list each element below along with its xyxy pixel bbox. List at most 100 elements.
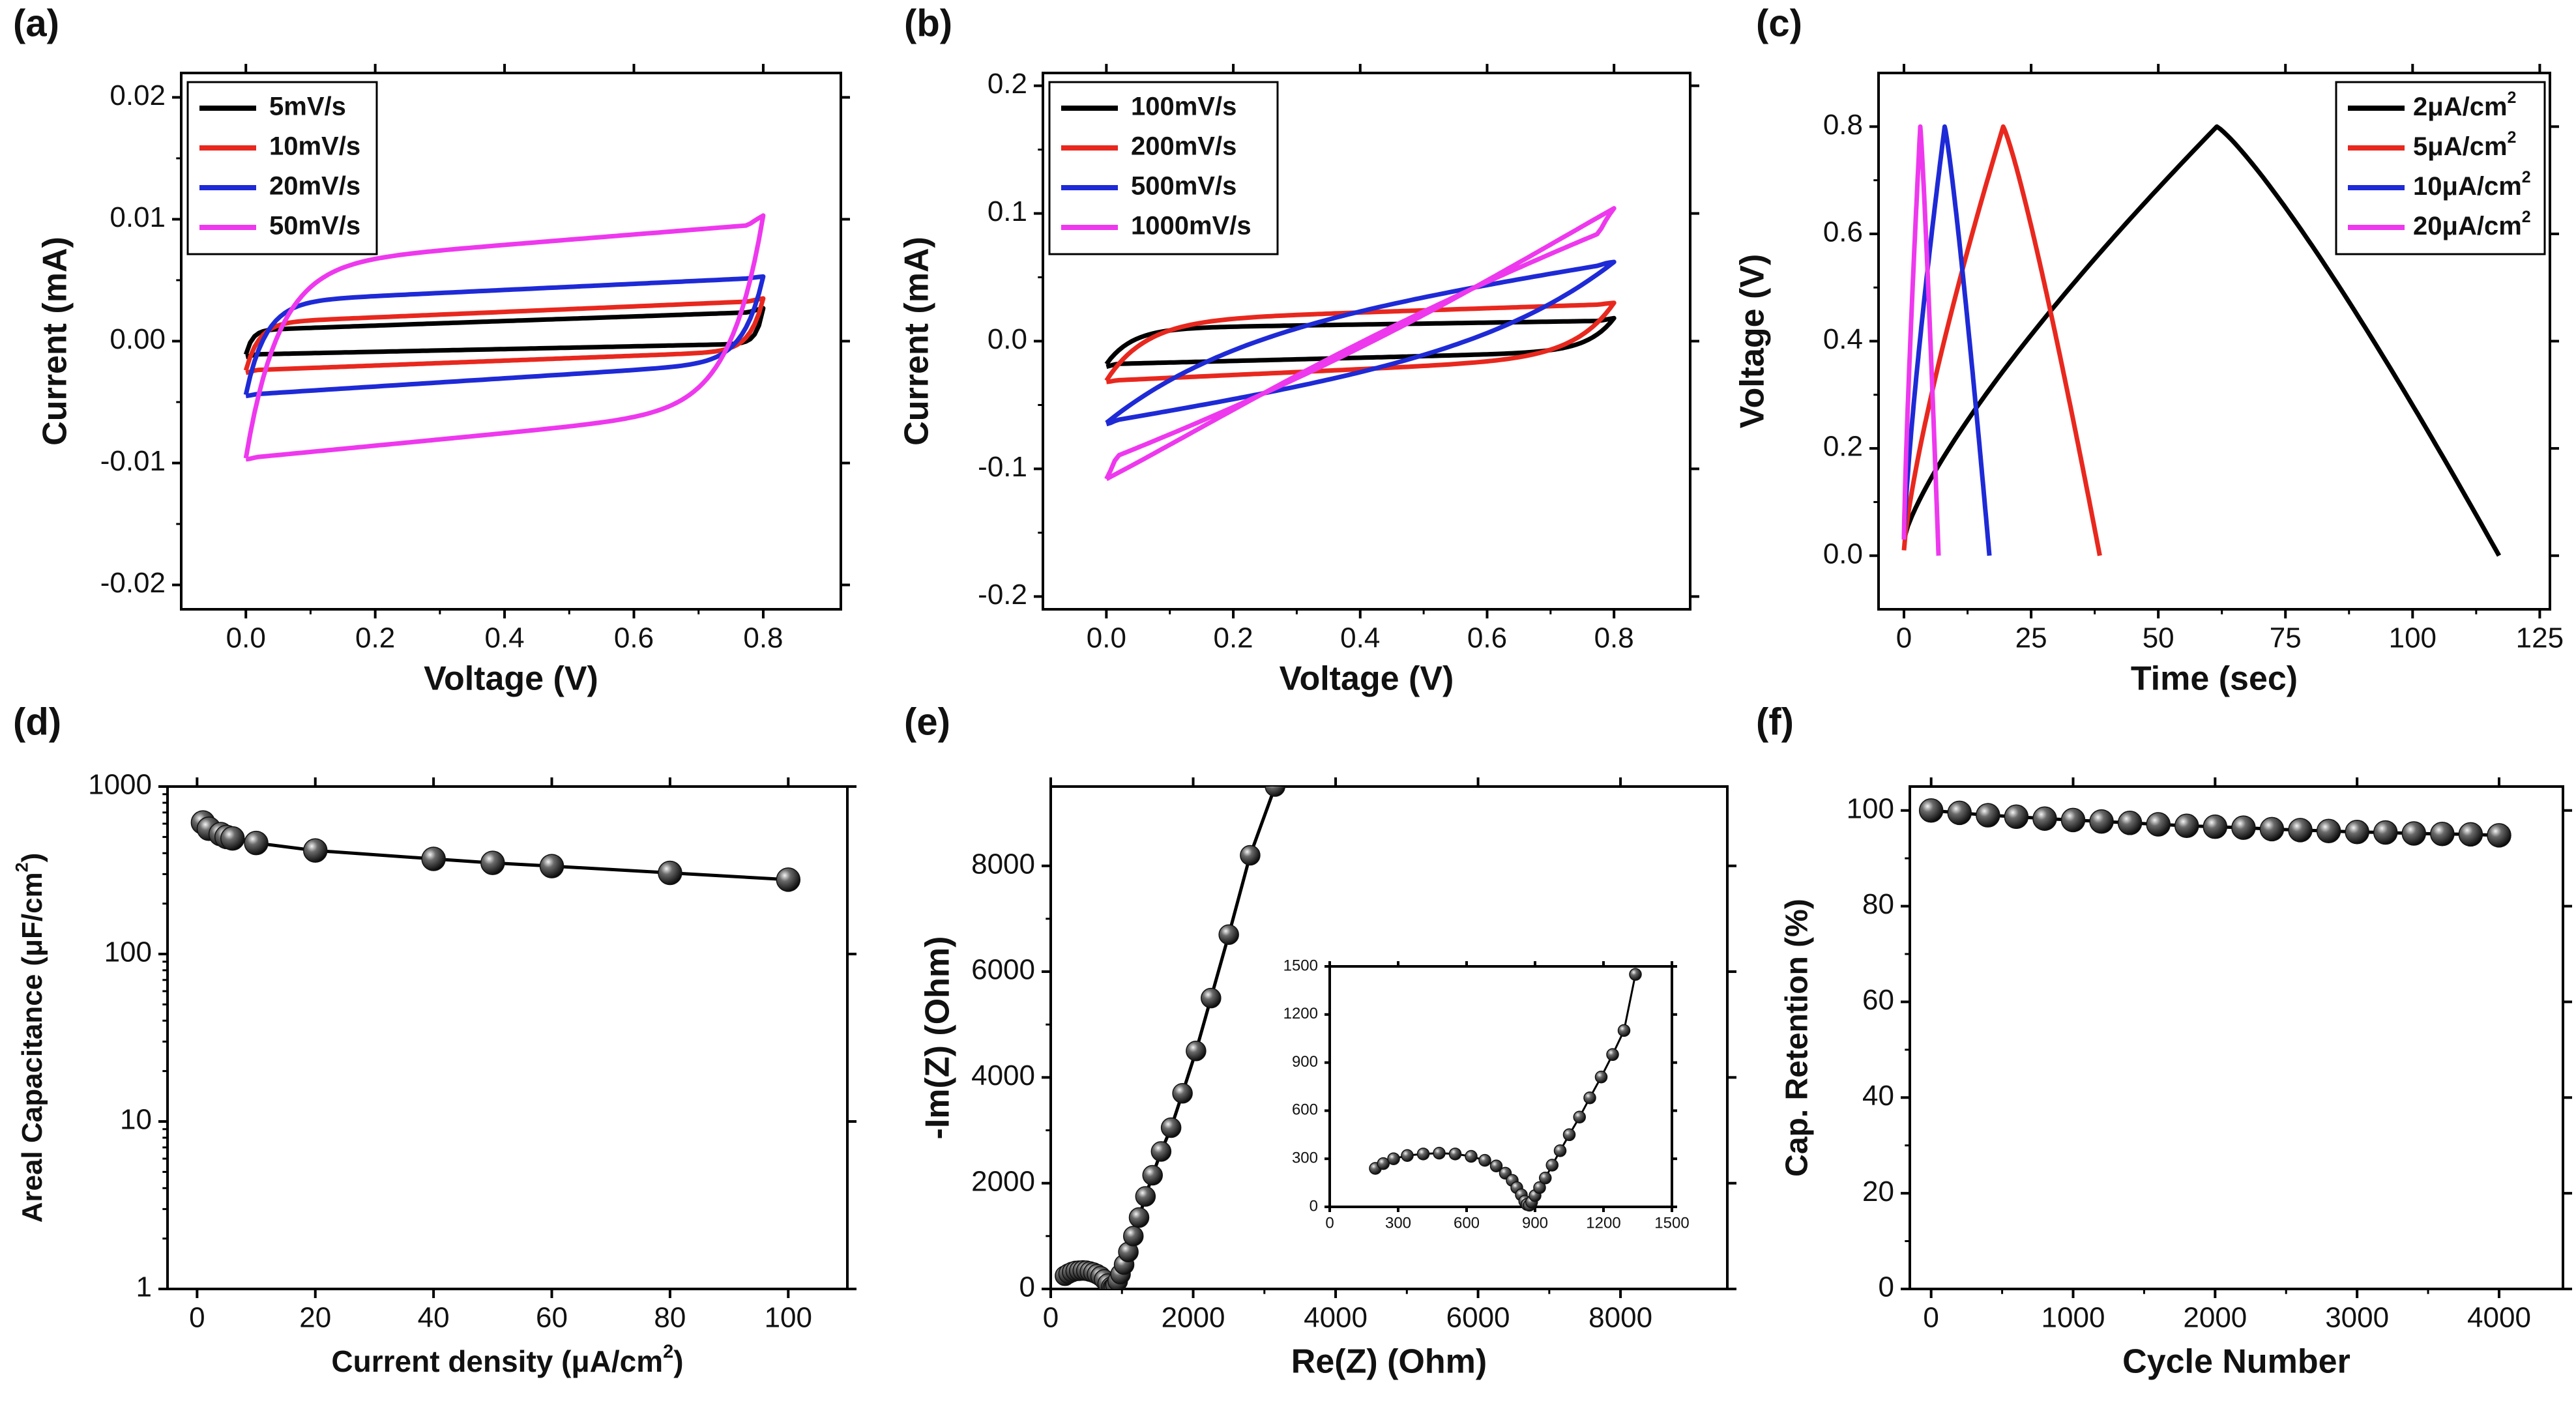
legend-label: 20μA/cm2: [2413, 207, 2531, 240]
inset-data-point: [1617, 1024, 1631, 1037]
x-tick-label: 40: [418, 1302, 450, 1334]
data-point: [2373, 820, 2398, 845]
legend-label: 500mV/s: [1131, 172, 1237, 201]
inset-data-point: [1594, 1070, 1608, 1084]
y-axis-label: Current (mA): [37, 237, 74, 446]
y-tick-label: 1200: [1283, 1005, 1318, 1022]
legend-label: 5μA/cm2: [2413, 128, 2516, 160]
x-tick-label: 0.4: [484, 622, 524, 654]
data-point: [2174, 813, 2199, 838]
panel-label: (e): [904, 701, 950, 743]
x-tick-label: 0.2: [1213, 622, 1253, 654]
series-line: [1901, 124, 2502, 557]
x-tick-label: 1000: [2042, 1302, 2105, 1334]
inset-data-point: [1416, 1148, 1430, 1161]
y-axis-label: Voltage (V): [1734, 254, 1772, 429]
panel-label: (c): [1756, 2, 1802, 44]
y-tick-label: -0.02: [100, 567, 166, 599]
data-point: [2004, 804, 2029, 830]
x-tick-label: 0.2: [355, 622, 395, 654]
data-point: [2231, 815, 2256, 840]
inset-chart: 0 300 600 900 1200 1500 0 300 600 900 1200 1500: [1283, 957, 1690, 1232]
data-point: [1128, 1207, 1150, 1228]
y-axis-label: Areal Capacitance (μF/cm2): [12, 853, 48, 1223]
x-tick-label: 80: [654, 1302, 686, 1334]
x-axis-label: Voltage (V): [424, 660, 598, 698]
data-point: [2487, 823, 2511, 848]
x-tick-label: 8000: [1588, 1302, 1652, 1334]
y-tick-label: 0.02: [110, 80, 166, 111]
inset-data-point: [1533, 1181, 1546, 1194]
x-tick-label: 0.6: [1467, 622, 1507, 654]
data-point: [1135, 1186, 1156, 1207]
data-point: [1186, 1041, 1207, 1062]
data-point: [1201, 987, 1222, 1009]
x-axis-label: Re(Z) (Ohm): [1291, 1343, 1487, 1381]
y-axis-label: Current (mA): [898, 237, 936, 446]
x-axis-label: Current density (μA/cm2): [331, 1341, 683, 1378]
series-line: [1901, 124, 1992, 557]
series-line: [1901, 124, 1941, 556]
y-tick-label: 600: [1292, 1101, 1318, 1119]
series-line: [1104, 315, 1617, 369]
inset-data-point: [1433, 1146, 1446, 1160]
inset-data-point: [1478, 1153, 1491, 1167]
y-tick-label: 100: [1847, 792, 1894, 824]
series-line: [1901, 124, 2102, 557]
data-point: [1947, 800, 1972, 826]
inset-data-point: [1583, 1091, 1596, 1105]
data-point: [2458, 822, 2483, 847]
y-tick-label: 0.00: [110, 323, 166, 355]
x-axis-label: Cycle Number: [2122, 1343, 2350, 1381]
series-line: [1105, 259, 1617, 427]
x-tick-label: 300: [1385, 1214, 1411, 1232]
series-points: [1918, 798, 2511, 848]
data-point: [244, 830, 269, 856]
data-point: [1142, 1164, 1163, 1186]
x-tick-label: 60: [536, 1302, 568, 1334]
y-tick-label: 0.01: [110, 201, 166, 233]
plot-frame: [1049, 785, 1729, 1290]
y-tick-label: 0.6: [1823, 216, 1863, 248]
data-point: [302, 838, 328, 863]
y-tick-label: 1: [136, 1271, 152, 1303]
y-tick-label: -0.2: [978, 579, 1027, 611]
data-point: [1918, 798, 1944, 823]
series-points: [190, 810, 801, 892]
x-tick-label: 50: [2143, 622, 2174, 654]
chart-c: (c) 0 25 50 75 100 125 0.0 0.2 0.4 0.6 0.8 Time (sec…: [1734, 2, 2564, 697]
series-line: [243, 306, 766, 360]
data-point: [2089, 809, 2114, 834]
data-point: [1218, 924, 1239, 945]
y-tick-label: 0.2: [1823, 431, 1863, 463]
legend-label: 10μA/cm2: [2413, 167, 2531, 200]
y-tick-label: 6000: [971, 954, 1035, 986]
x-tick-label: 0: [1923, 1302, 1939, 1334]
inset-data-point: [1606, 1048, 1619, 1062]
chart-e: (e)0 2000 4000 6000 800002000400060008000Re(…: [904, 701, 1736, 1381]
x-tick-label: 0: [1896, 622, 1912, 654]
plot-frame: [1328, 965, 1673, 1208]
x-tick-label: 0: [1325, 1214, 1334, 1232]
inset-data-point: [1562, 1128, 1576, 1142]
data-point: [2316, 818, 2341, 844]
x-tick-label: 25: [2015, 622, 2047, 654]
data-point: [2401, 821, 2427, 846]
legend-label: 5mV/s: [269, 93, 346, 121]
data-point: [2117, 811, 2143, 835]
x-tick-label: 3000: [2325, 1302, 2389, 1334]
inset-data-point: [1489, 1159, 1503, 1173]
data-point: [1976, 803, 2000, 828]
inset-data-point: [1387, 1152, 1400, 1165]
data-point: [1240, 845, 1261, 866]
y-tick-label: 8000: [971, 848, 1035, 880]
data-point: [1122, 1226, 1144, 1247]
data-point: [220, 826, 245, 851]
inset-data-point: [1629, 968, 1642, 981]
y-tick-label: 1000: [88, 769, 152, 801]
inset-data-point: [1401, 1149, 1414, 1163]
x-tick-label: 75: [2270, 622, 2302, 654]
x-tick-label: 4000: [2467, 1302, 2531, 1334]
y-tick-label: 0.8: [1823, 109, 1863, 141]
data-point: [480, 850, 505, 875]
